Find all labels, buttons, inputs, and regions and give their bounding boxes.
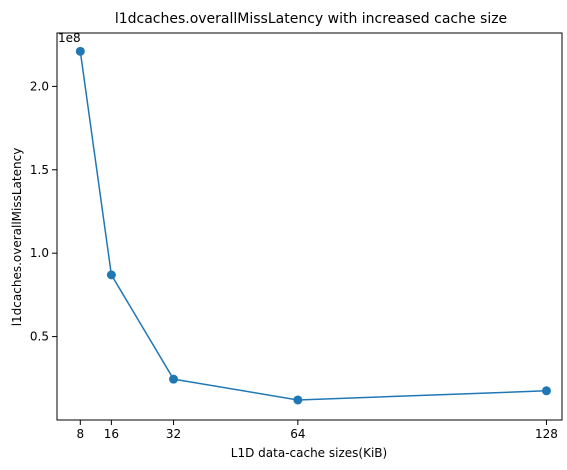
x-axis-label: L1D data-cache sizes(KiB) [231,446,387,460]
series-point [541,386,551,396]
series-point [293,395,303,405]
x-tick-label: 64 [290,427,305,441]
x-tick-label: 8 [76,427,84,441]
x-tick-label: 128 [535,427,558,441]
plot-frame [56,32,563,421]
y-tick-label: 2.0 [30,79,49,93]
chart-title: l1dcaches.overallMissLatency with increa… [115,11,507,27]
y-axis-ticks: 0.5 1.0 1.5 2.0 [30,79,57,344]
x-axis-ticks: 8 16 32 64 128 [76,420,558,441]
y-tick-label: 1.0 [30,246,49,260]
y-offset-label: 1e8 [58,31,81,45]
y-tick-label: 1.5 [30,163,49,177]
y-axis-label: l1dcaches.overallMissLatency [10,148,24,327]
series-points [75,46,551,405]
y-tick-label: 0.5 [30,330,49,344]
x-tick-label: 32 [166,427,181,441]
series-point [75,46,85,56]
x-tick-label: 16 [104,427,119,441]
series-point [106,270,116,280]
series-point [169,374,179,384]
